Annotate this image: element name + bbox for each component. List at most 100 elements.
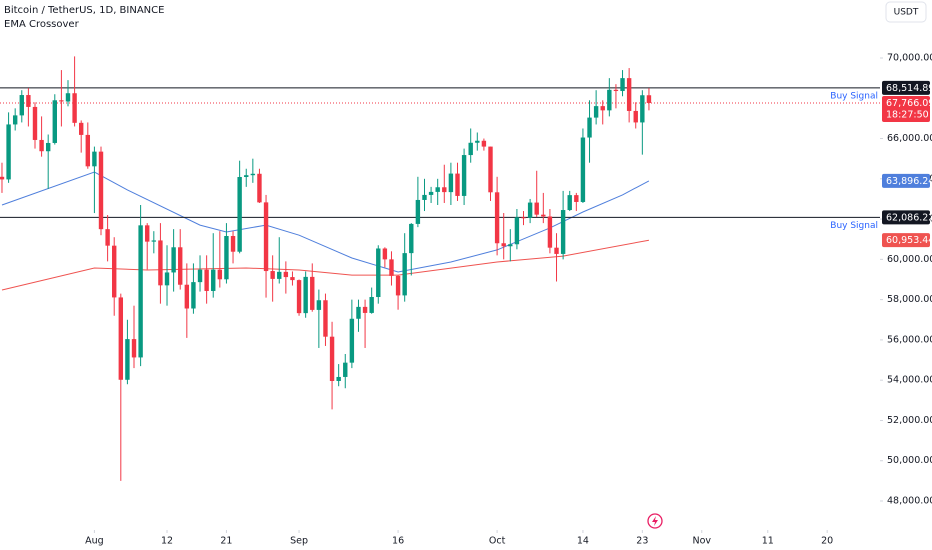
candle-body <box>230 236 236 252</box>
candle-body <box>250 173 256 176</box>
candle-body <box>217 269 223 280</box>
candle-body <box>145 225 150 242</box>
ema-last-label-box <box>882 173 930 188</box>
candle-body <box>6 124 11 180</box>
x-tick-label: 16 <box>392 536 404 547</box>
candle-body <box>428 191 434 195</box>
currency-button[interactable] <box>885 1 927 23</box>
indicator-name: EMA Crossover <box>4 19 80 30</box>
x-tick-label: Nov <box>692 536 711 547</box>
candle-body <box>92 151 97 167</box>
candle-body <box>303 276 308 314</box>
candle-body <box>98 151 104 230</box>
candle-body <box>65 93 71 102</box>
currency-label[interactable]: USDT <box>894 8 919 18</box>
y-tick-label: 60,000.00 <box>887 254 932 265</box>
candle-body <box>376 248 381 298</box>
candle-body <box>52 100 57 143</box>
candle-body <box>79 122 84 135</box>
candle-body <box>59 100 64 102</box>
candle-body <box>488 146 493 193</box>
candle-body <box>626 78 632 111</box>
candle-body <box>422 194 427 200</box>
candle-body <box>26 95 31 107</box>
level-label: 68,514.89 <box>886 83 932 94</box>
y-tick-label: 70,000.00 <box>887 52 932 63</box>
candle-body <box>646 95 652 103</box>
candle-body <box>105 229 110 246</box>
candle-body <box>508 244 513 247</box>
candle-body <box>541 214 546 217</box>
candle-body <box>369 297 374 313</box>
candle-body <box>296 280 302 314</box>
ema-last-label: 60,953.44 <box>886 235 932 246</box>
candle-body <box>45 142 51 152</box>
candle-body <box>211 269 216 291</box>
candle-body <box>468 142 473 156</box>
candle-body <box>131 339 137 358</box>
candle-body <box>409 223 414 254</box>
x-tick-label: 20 <box>821 536 833 547</box>
candle-body <box>316 300 322 310</box>
candle-body <box>310 276 315 310</box>
candle-body <box>237 177 242 252</box>
x-tick-label: 11 <box>762 536 774 547</box>
y-tick-label: 48,000.00 <box>887 496 932 507</box>
candle-body <box>125 339 130 380</box>
candle-body <box>118 297 124 380</box>
y-tick-label: 66,000.00 <box>887 133 932 144</box>
candle-body <box>343 362 348 377</box>
candle-body <box>593 106 599 118</box>
candle-body <box>323 300 328 337</box>
candle-body <box>580 137 586 202</box>
candle-body <box>197 269 203 283</box>
candle-body <box>290 277 295 281</box>
candle-body <box>362 306 368 313</box>
candle-body <box>567 195 572 211</box>
candle-body <box>448 173 454 193</box>
x-tick-label: Sep <box>290 536 308 547</box>
candle-body <box>270 271 275 279</box>
candle-body <box>514 217 520 245</box>
candle-body <box>455 173 460 196</box>
candle-body <box>85 134 91 167</box>
candle-body <box>171 247 176 273</box>
ema-line <box>1 239 649 291</box>
ema-last-label: 63,896.24 <box>886 176 932 187</box>
candle-body <box>12 115 18 125</box>
x-tick-label: Oct <box>489 536 506 547</box>
x-tick-label: 23 <box>636 536 648 547</box>
level-annotation: Buy Signal <box>830 221 878 231</box>
candle-body <box>574 195 579 202</box>
candle-body <box>257 173 262 203</box>
candle-body <box>633 110 638 123</box>
candle-body <box>534 202 539 215</box>
candle-body <box>0 176 5 180</box>
candle-body <box>640 95 645 123</box>
candle-body <box>204 269 209 291</box>
x-tick-label: 12 <box>161 536 173 547</box>
candle-body <box>402 253 407 296</box>
x-tick-label: 14 <box>577 536 589 547</box>
candle-body <box>19 95 24 116</box>
candle-body <box>607 89 612 111</box>
candle-body <box>415 199 421 224</box>
candle-body <box>244 175 249 178</box>
candle-body <box>283 271 289 278</box>
level-annotation: Buy Signal <box>830 91 878 101</box>
candle-body <box>475 140 480 143</box>
lightning-icon[interactable] <box>647 513 663 529</box>
x-tick-label: 21 <box>220 536 232 547</box>
ema-last-label-box <box>882 233 930 248</box>
candle-body <box>277 271 282 279</box>
countdown-label: 18:27:50 <box>886 109 929 120</box>
candle-body <box>336 376 341 381</box>
candle-body <box>600 106 605 111</box>
candle-body <box>554 247 559 254</box>
candle-body <box>164 272 170 286</box>
x-tick-label: Aug <box>85 536 104 547</box>
candle-body <box>395 275 401 296</box>
